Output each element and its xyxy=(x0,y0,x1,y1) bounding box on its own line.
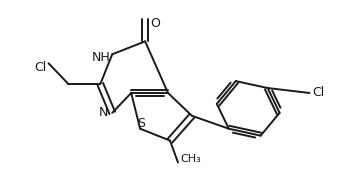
Text: CH₃: CH₃ xyxy=(180,154,201,164)
Text: N: N xyxy=(99,106,108,119)
Text: Cl: Cl xyxy=(34,61,46,74)
Text: NH: NH xyxy=(91,51,110,64)
Text: Cl: Cl xyxy=(312,87,325,100)
Text: S: S xyxy=(137,117,145,130)
Text: O: O xyxy=(150,17,160,30)
